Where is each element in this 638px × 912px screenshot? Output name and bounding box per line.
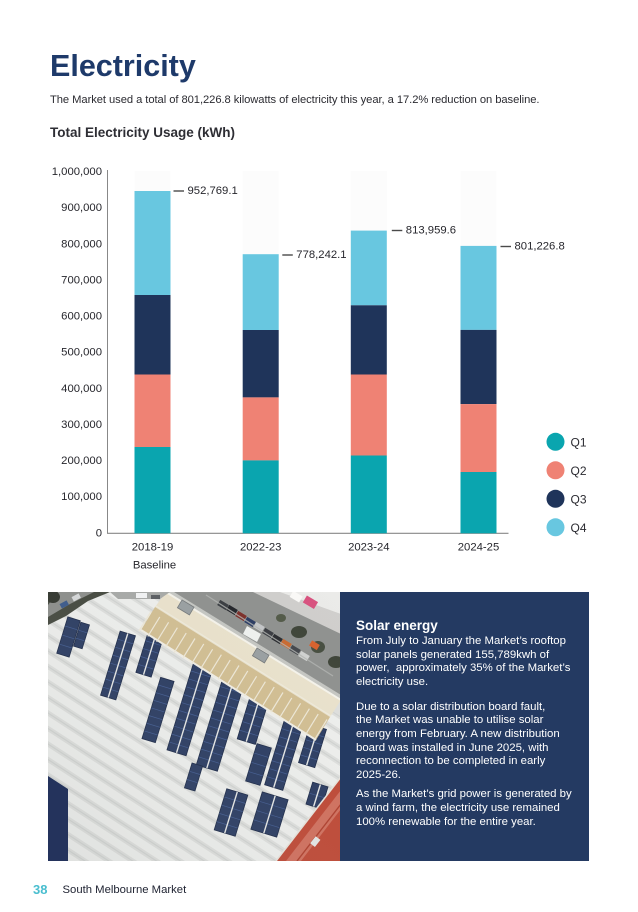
svg-text:Q4: Q4 — [571, 521, 587, 535]
svg-text:778,242.1: 778,242.1 — [296, 249, 346, 261]
svg-text:2024-25: 2024-25 — [458, 542, 499, 554]
svg-text:800,000: 800,000 — [61, 238, 102, 250]
svg-text:2018-19: 2018-19 — [132, 542, 173, 554]
svg-text:2023-24: 2023-24 — [348, 542, 389, 554]
svg-text:100,000: 100,000 — [61, 491, 102, 503]
svg-text:500,000: 500,000 — [61, 347, 102, 359]
svg-text:200,000: 200,000 — [61, 455, 102, 467]
svg-text:Q3: Q3 — [571, 492, 587, 506]
svg-text:813,959.6: 813,959.6 — [406, 225, 456, 237]
svg-text:700,000: 700,000 — [61, 274, 102, 286]
svg-text:300,000: 300,000 — [61, 419, 102, 431]
svg-text:801,226.8: 801,226.8 — [515, 241, 565, 253]
svg-text:Q1: Q1 — [571, 435, 587, 449]
svg-text:600,000: 600,000 — [61, 311, 102, 323]
svg-text:400,000: 400,000 — [61, 383, 102, 395]
svg-text:900,000: 900,000 — [61, 202, 102, 214]
svg-text:2022-23: 2022-23 — [240, 542, 281, 554]
svg-text:0: 0 — [96, 527, 102, 539]
svg-text:Q2: Q2 — [571, 464, 587, 478]
svg-text:Baseline: Baseline — [133, 560, 176, 572]
svg-text:952,769.1: 952,769.1 — [188, 185, 238, 197]
svg-text:1,000,000: 1,000,000 — [52, 166, 102, 178]
